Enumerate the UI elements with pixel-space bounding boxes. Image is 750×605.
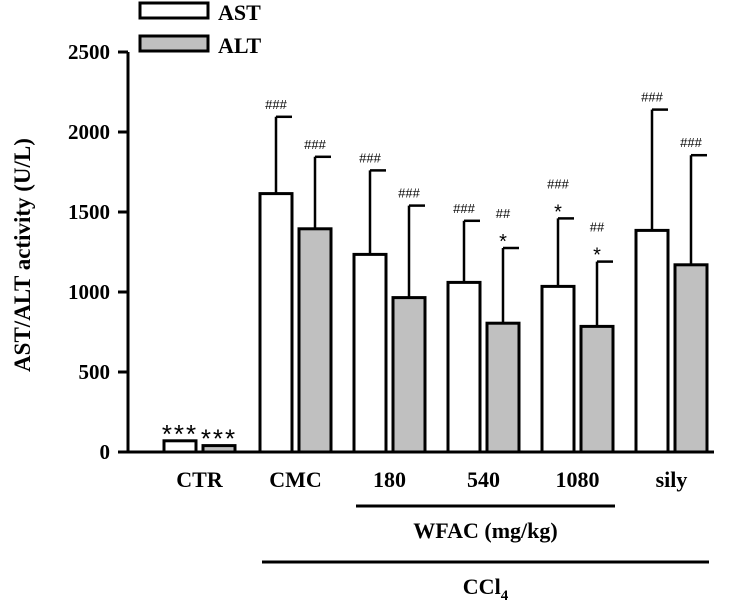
- legend: AST ALT: [138, 0, 262, 58]
- legend-swatch-ast: [138, 1, 210, 20]
- significance-label: ***: [162, 419, 198, 449]
- legend-label-ast: AST: [218, 0, 261, 25]
- significance-label: ##: [496, 206, 511, 221]
- bar-ast-180: [352, 252, 388, 454]
- bar-alt-180: [391, 296, 427, 454]
- significance-label: ###: [398, 186, 420, 201]
- bar-alt-ctr: [201, 444, 237, 454]
- legend-swatch-alt: [138, 34, 210, 53]
- group-bracket-label: CCl4: [463, 574, 509, 604]
- y-tick-label: 1000: [68, 280, 110, 304]
- significance-label: ###: [304, 137, 326, 152]
- significance-label: ###: [641, 90, 663, 105]
- y-tick-label: 0: [100, 440, 111, 464]
- significance-label: ###: [453, 201, 475, 216]
- significance-label: ###: [359, 150, 381, 165]
- significance-label: ###: [547, 176, 569, 191]
- category-label: 180: [373, 467, 406, 492]
- y-tick-label: 2500: [68, 40, 110, 64]
- significance-label: *: [554, 201, 562, 223]
- bar-alt-540: [485, 321, 521, 454]
- bar-ast-540: [446, 280, 482, 454]
- significance-label: *: [593, 245, 601, 267]
- significance-label: ###: [680, 135, 702, 150]
- y-tick-label: 2000: [68, 120, 110, 144]
- bar-ast-cmc: [258, 192, 294, 454]
- y-ticks: 0 500 1000 1500 2000 2500: [68, 40, 128, 464]
- legend-label-alt: ALT: [218, 33, 262, 58]
- bar-alt-1080: [579, 324, 615, 454]
- y-axis-label: AST/ALT activity (U/L): [10, 138, 35, 372]
- category-labels: CTR CMC 180 540 1080 sily: [176, 467, 687, 492]
- bar-ast-sily: [634, 228, 670, 454]
- group-bracket-label: WFAC (mg/kg): [413, 518, 557, 543]
- significance-label: ##: [590, 220, 605, 235]
- y-tick-label: 500: [79, 360, 111, 384]
- significance-label: ***: [201, 424, 237, 454]
- category-label: 1080: [556, 467, 600, 492]
- bar-alt-sily: [673, 263, 709, 454]
- category-label: 540: [467, 467, 500, 492]
- significance-label: ###: [265, 97, 287, 112]
- significance-label: *: [499, 231, 507, 253]
- bar-alt-cmc: [297, 227, 333, 454]
- group-brackets: WFAC (mg/kg) CCl4: [262, 504, 709, 604]
- bar-ast-1080: [540, 284, 576, 454]
- y-tick-label: 1500: [68, 200, 110, 224]
- category-label: sily: [656, 467, 688, 492]
- category-label: CTR: [176, 467, 224, 492]
- bar-ast-ctr: [162, 439, 198, 454]
- bars: *** ***###############*## *###*########: [162, 90, 709, 454]
- category-label: CMC: [269, 467, 322, 492]
